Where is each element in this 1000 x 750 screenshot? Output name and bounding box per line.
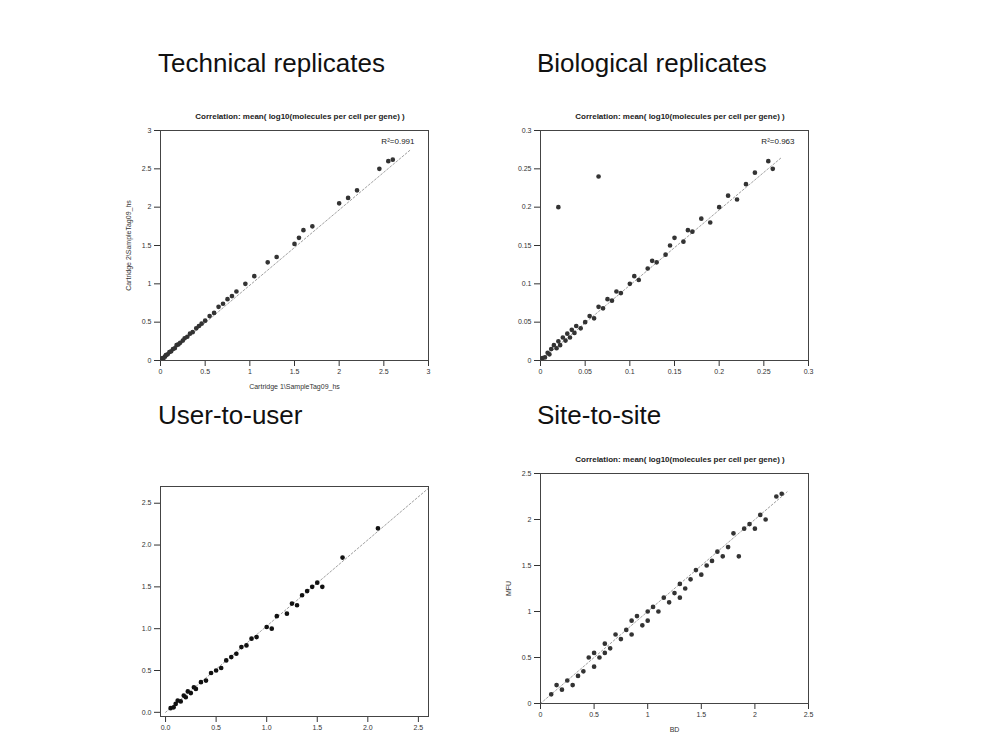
svg-text:3: 3	[148, 127, 152, 134]
html-text:Correlation: mean( log10(molec: Correlation: mean( log10(molecules per c…	[575, 112, 785, 121]
svg-text:0.05: 0.05	[518, 318, 532, 325]
svg-text:0.15: 0.15	[518, 242, 532, 249]
svg-text:1.5: 1.5	[696, 711, 706, 718]
html-text:User-to-user: User-to-user	[158, 400, 303, 430]
svg-text:2: 2	[753, 711, 757, 718]
html-text:Biological replicates: Biological replicates	[537, 48, 767, 78]
svg-text:1.5: 1.5	[142, 583, 152, 590]
svg-text:0.5: 0.5	[200, 368, 210, 375]
svg-text:BD: BD	[670, 726, 680, 733]
svg-text:2: 2	[148, 203, 152, 210]
svg-text:1.5: 1.5	[142, 242, 152, 249]
svg-text:2.0: 2.0	[142, 541, 152, 548]
svg-text:0.0: 0.0	[161, 724, 171, 731]
svg-text:2: 2	[528, 516, 532, 523]
svg-text:0.5: 0.5	[589, 711, 599, 718]
svg-text:1.0: 1.0	[262, 724, 272, 731]
svg-text:1.0: 1.0	[142, 625, 152, 632]
svg-text:0: 0	[148, 357, 152, 364]
svg-text:MFU: MFU	[505, 581, 512, 596]
svg-text:2.5: 2.5	[142, 165, 152, 172]
svg-text:0.5: 0.5	[142, 667, 152, 674]
svg-text:2.0: 2.0	[363, 724, 373, 731]
svg-text:2.5: 2.5	[522, 470, 532, 477]
svg-text:0.3: 0.3	[804, 368, 814, 375]
svg-text:0.15: 0.15	[668, 368, 682, 375]
svg-text:2.5: 2.5	[379, 368, 389, 375]
svg-text:R²=0.963: R²=0.963	[761, 137, 795, 146]
svg-text:0.5: 0.5	[142, 318, 152, 325]
svg-text:0.3: 0.3	[522, 127, 532, 134]
svg-text:0: 0	[539, 711, 543, 718]
svg-text:0.2: 0.2	[714, 368, 724, 375]
svg-text:2.5: 2.5	[142, 499, 152, 506]
svg-text:2.5: 2.5	[414, 724, 424, 731]
svg-text:3: 3	[427, 368, 431, 375]
html-text:Correlation: mean( log10(molec: Correlation: mean( log10(molecules per c…	[575, 455, 785, 464]
svg-text:1.5: 1.5	[312, 724, 322, 731]
svg-text:2: 2	[337, 368, 341, 375]
svg-text:R²=0.991: R²=0.991	[381, 137, 415, 146]
svg-text:0: 0	[528, 700, 532, 707]
html-text:Correlation: mean( log10(molec: Correlation: mean( log10(molecules per c…	[195, 112, 405, 121]
svg-text:0.05: 0.05	[578, 368, 592, 375]
html-text:Site-to-site: Site-to-site	[537, 400, 662, 430]
svg-text:0.1: 0.1	[522, 280, 532, 287]
svg-text:0: 0	[159, 368, 163, 375]
svg-text:2.5: 2.5	[804, 711, 814, 718]
svg-text:0: 0	[539, 368, 543, 375]
svg-text:0.25: 0.25	[518, 165, 532, 172]
html-text:Technical replicates: Technical replicates	[158, 48, 385, 78]
svg-text:1.5: 1.5	[290, 368, 300, 375]
svg-text:1: 1	[528, 608, 532, 615]
svg-text:1: 1	[646, 711, 650, 718]
svg-text:1: 1	[248, 368, 252, 375]
svg-text:1: 1	[148, 280, 152, 287]
svg-text:Cartridge 2\SampleTag09_hs: Cartridge 2\SampleTag09_hs	[125, 200, 133, 291]
svg-text:0.0: 0.0	[142, 709, 152, 716]
svg-text:0.5: 0.5	[211, 724, 221, 731]
svg-text:0.1: 0.1	[625, 368, 635, 375]
svg-text:0.5: 0.5	[522, 654, 532, 661]
svg-text:0: 0	[528, 357, 532, 364]
svg-text:1.5: 1.5	[522, 562, 532, 569]
svg-text:0.2: 0.2	[522, 203, 532, 210]
svg-text:Cartridge 1\SampleTag09_hs: Cartridge 1\SampleTag09_hs	[249, 383, 340, 391]
svg-text:0.25: 0.25	[757, 368, 771, 375]
